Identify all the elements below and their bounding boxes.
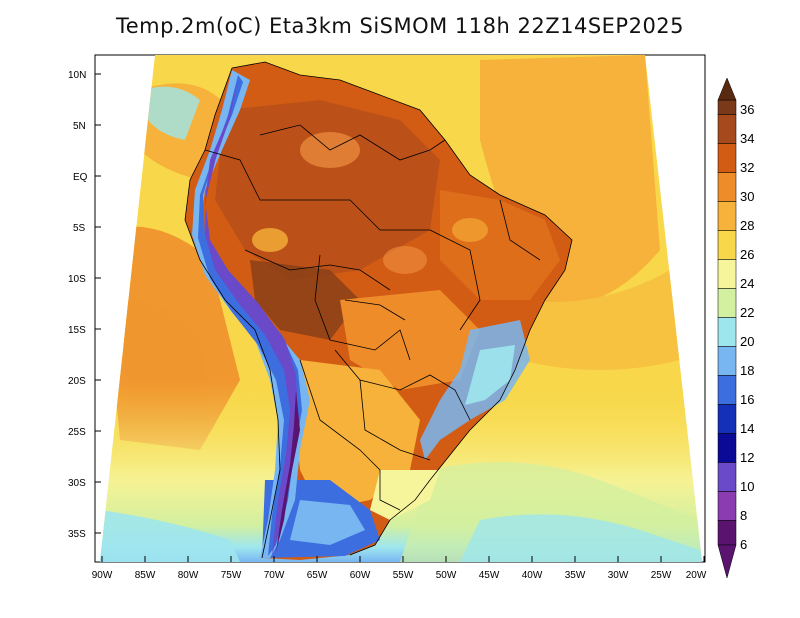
colorbar-swatch <box>717 375 737 405</box>
colorbar-label: 6 <box>740 537 747 552</box>
colorbar-label: 26 <box>740 247 754 262</box>
colorbar-label: 34 <box>740 131 754 146</box>
lon-label: 55W <box>393 570 414 581</box>
colorbar-swatch <box>717 201 737 231</box>
colorbar-swatch <box>717 143 737 173</box>
colorbar-swatch <box>717 520 737 546</box>
lon-label: 75W <box>221 570 242 581</box>
lat-label: EQ <box>73 172 88 183</box>
colorbar-swatch <box>717 346 737 376</box>
lat-label: 25S <box>68 427 86 438</box>
lat-label: 30S <box>68 478 86 489</box>
temperature-field <box>100 55 702 562</box>
colorbar-swatch <box>717 288 737 318</box>
colorbar-label: 36 <box>740 102 754 117</box>
colorbar-label: 10 <box>740 479 754 494</box>
colorbar-swatch <box>717 491 737 521</box>
colorbar-label: 24 <box>740 276 754 291</box>
colorbar-swatch <box>717 99 737 115</box>
colorbar-swatch <box>717 259 737 289</box>
country-borders <box>184 61 573 559</box>
colorbar-label: 12 <box>740 450 754 465</box>
colorbar-swatch <box>717 317 737 347</box>
lat-label: 10N <box>68 70 86 81</box>
colorbar-top-arrow <box>717 77 737 101</box>
colorbar-label: 8 <box>740 508 747 523</box>
lat-label: 5N <box>73 121 86 132</box>
colorbar-swatch <box>717 172 737 202</box>
lon-label: 30W <box>608 570 629 581</box>
colorbar-label: 32 <box>740 160 754 175</box>
colorbar-swatch <box>717 114 737 144</box>
colorbar-swatch <box>717 462 737 492</box>
lon-label: 60W <box>350 570 371 581</box>
lat-label: 15S <box>68 325 86 336</box>
colorbar-swatch <box>717 433 737 463</box>
lat-label: 5S <box>73 223 86 234</box>
map-title: Temp.2m(oC) Eta3km SiSMOM 118h 22Z14SEP2… <box>115 14 685 38</box>
colorbar-label: 22 <box>740 305 754 320</box>
lat-label: 20S <box>68 376 86 387</box>
colorbar-label: 14 <box>740 421 754 436</box>
lon-label: 25W <box>651 570 672 581</box>
lon-label: 90W <box>92 570 113 581</box>
colorbar-label: 20 <box>740 334 754 349</box>
colorbar: 36 34 32 30 28 26 24 22 20 18 16 14 12 1… <box>717 77 754 579</box>
colorbar-label: 30 <box>740 189 754 204</box>
latitude-axis: 10N 5N EQ 5S 10S 15S 20S 25S 30S 35S <box>68 70 101 540</box>
lon-label: 80W <box>178 570 199 581</box>
lon-label: 65W <box>307 570 328 581</box>
lon-label: 20W <box>686 570 707 581</box>
colorbar-label: 16 <box>740 392 754 407</box>
lon-label: 45W <box>479 570 500 581</box>
colorbar-swatch <box>717 230 737 260</box>
lon-label: 85W <box>135 570 156 581</box>
lon-label: 70W <box>264 570 285 581</box>
colorbar-swatch <box>717 404 737 434</box>
lon-label: 50W <box>436 570 457 581</box>
lon-label: 40W <box>522 570 543 581</box>
longitude-axis: 90W 85W 80W 75W 70W 65W 60W 55W 50W 45W … <box>92 556 707 581</box>
colorbar-label: 28 <box>740 218 754 233</box>
colorbar-bottom-arrow <box>717 544 737 579</box>
lat-label: 10S <box>68 274 86 285</box>
lat-label: 35S <box>68 529 86 540</box>
colorbar-label: 18 <box>740 363 754 378</box>
lon-label: 35W <box>565 570 586 581</box>
